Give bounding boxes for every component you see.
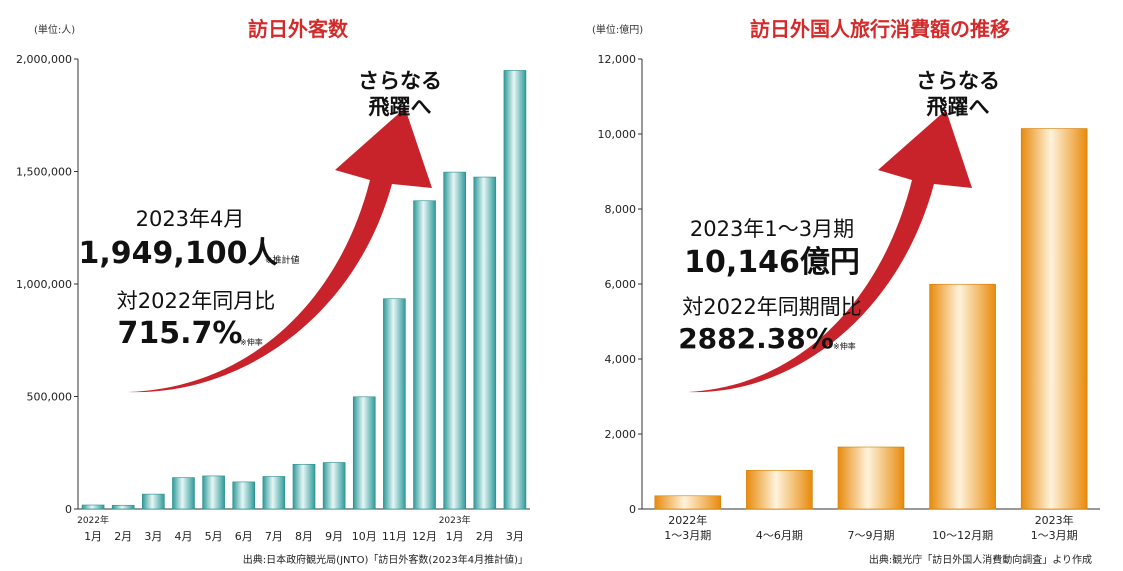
left-bar [81,504,105,510]
left-growth-arrow [128,108,432,393]
right-y-tick-label: 0 [629,503,636,516]
left-bar [232,481,256,510]
left-y-tick-label: 500,000 [27,391,73,404]
left-year-marker: 2022年 [77,514,109,526]
left-x-tick-label: 7月 [265,530,283,543]
left-x-tick-label: 10月 [352,530,377,543]
right-x-tick-label: 4〜6月期 [756,529,803,542]
right-y-tick-label: 2,000 [605,428,637,441]
left-x-tick-label: 9月 [325,530,343,543]
right-annotation-value: 10,146億円 [684,245,860,280]
left-arrow-text-2: 飛躍へ [369,95,432,119]
left-bar [111,504,135,510]
left-bar [413,200,436,510]
right-bar [1020,128,1088,510]
left-x-tick-label: 6月 [235,530,253,543]
left-y-tick-label: 0 [65,503,72,516]
right-bar [837,446,905,510]
left-annotation-date: 2023年4月 [136,207,245,231]
right-y-tick-label: 6,000 [605,278,637,291]
right-y-tick-label: 4,000 [605,353,637,366]
right-arrow-text-2: 飛躍へ [927,95,990,119]
left-x-tick-label: 11月 [382,530,407,543]
left-year-marker: 2023年 [439,514,471,526]
right-unit-label: (単位:億円) [592,23,643,36]
left-source-note: 出典:日本政府観光局(JNTO)「訪日外客数(2023年4月推計値)」 [243,553,528,566]
left-y-tick-label: 1,500,000 [16,166,72,179]
right-arrow-text-1: さらなる [916,69,1000,93]
right-axes: 0 2,000 4,000 6,000 8,000 10,000 12,000 [598,53,1100,516]
left-x-tick-label: 3月 [144,530,162,543]
left-x-tick-label: 3月 [506,530,524,543]
left-bar [443,171,466,510]
left-x-tick-label: 8月 [295,530,313,543]
left-bars: 1月 2月 3月 4月 5月 6月 7月 8月 9月 10月 11月 12月 1月 2月 3月 2022年 20… [77,70,527,543]
left-bar [383,298,406,510]
left-y-tick-label: 2,000,000 [16,53,72,66]
right-x-tick-label: 2022年 [668,513,707,527]
right-y-tick-label: 8,000 [605,203,637,216]
left-bar [172,477,195,510]
right-x-tick-label: 7〜9月期 [848,529,895,542]
right-y-tick-label: 10,000 [598,128,637,141]
left-annotation-compare: 対2022年同月比 [117,289,275,313]
left-bar [352,396,376,510]
left-x-tick-label: 1月 [84,530,102,543]
left-x-tick-label: 1月 [446,530,464,543]
right-bar [654,495,722,510]
left-y-tick-label: 1,000,000 [16,278,72,291]
left-x-tick-label: 5月 [205,530,223,543]
left-annotation-value: 1,949,100人 [79,236,278,271]
right-growth-arrow [688,110,972,393]
right-chart-title: 訪日外国人旅行消費額の推移 [750,17,1010,41]
left-x-tick-label: 2月 [476,530,494,543]
left-unit-label: (単位:人) [34,23,75,36]
left-bar [473,176,497,510]
left-arrow-text-1: さらなる [358,69,442,93]
left-x-tick-label: 12月 [412,530,437,543]
right-x-tick-label: 1〜3月期 [1031,529,1078,542]
right-annotation-rate: 2882.38% [678,322,834,355]
left-bar [202,475,225,510]
left-bar [292,463,316,510]
left-annotation-rate-note: ※伸率 [240,337,263,347]
right-y-tick-label: 12,000 [598,53,637,66]
left-x-tick-label: 2月 [114,530,132,543]
left-chart-title: 訪日外客数 [248,17,349,41]
left-bar [503,70,527,510]
right-x-tick-label: 10〜12月期 [932,529,993,542]
right-annotation-rate-note: ※伸率 [833,341,856,351]
right-x-tick-label: 1〜3月期 [664,529,711,542]
right-annotation-compare: 対2022年同期間比 [682,295,861,319]
left-annotation-rate: 715.7% [118,316,243,351]
right-bar [746,470,813,510]
right-annotation-period: 2023年1〜3月期 [690,217,854,241]
right-source-note: 出典:観光庁「訪日外国人消費動向調査」より作成 [869,553,1092,566]
right-x-tick-label: 2023年 [1035,513,1074,527]
left-annotation-note: ※推計値 [265,254,300,266]
left-bar [262,476,286,510]
left-axes: 0 500,000 1,000,000 1,500,000 2,000,000 [16,53,530,516]
left-bar [142,493,165,510]
left-x-tick-label: 4月 [174,530,192,543]
right-bar [929,283,996,510]
left-bar [322,462,346,510]
